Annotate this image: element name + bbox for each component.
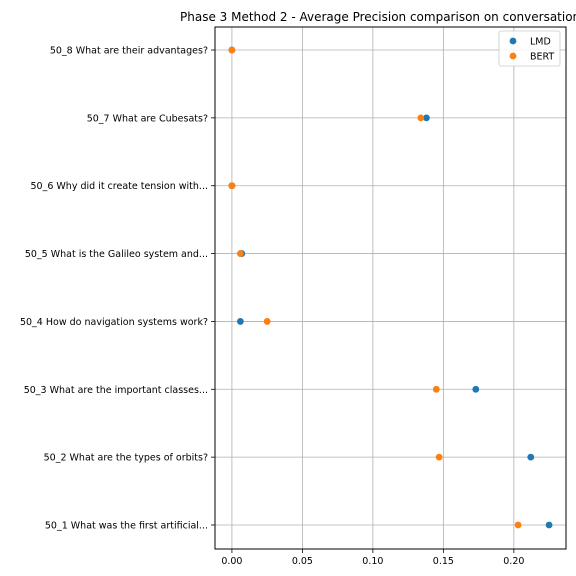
y-tick-label: 50_5 What is the Galileo system and... — [25, 249, 208, 260]
y-tick-label: 50_8 What are their advantages? — [50, 46, 208, 57]
x-tick-label: 0.00 — [221, 556, 242, 567]
point-lmd-3 — [472, 385, 480, 393]
point-bert-5 — [236, 250, 244, 257]
y-tick-label: 50_6 Why did it create tension with... — [31, 181, 209, 192]
point-bert-1 — [514, 521, 522, 529]
x-tick-label: 0.15 — [433, 556, 454, 567]
grid — [215, 27, 566, 549]
x-axis: 0.00 0.05 0.10 0.15 0.20 — [221, 549, 524, 567]
legend-marker-bert — [509, 52, 517, 60]
data-points — [228, 46, 553, 529]
point-lmd-4 — [236, 318, 244, 325]
y-tick-label: 50_1 What was the first artificial... — [45, 521, 208, 532]
y-tick-label: 50_2 What are the types of orbits? — [44, 453, 208, 464]
point-bert-3 — [432, 385, 440, 393]
legend-label-lmd: LMD — [530, 37, 551, 48]
x-tick-label: 0.10 — [362, 556, 383, 567]
x-tick-label: 0.20 — [503, 556, 524, 567]
y-tick-label: 50_4 How do navigation systems work? — [20, 317, 208, 328]
legend-marker-lmd — [509, 37, 517, 45]
legend-label-bert: BERT — [530, 52, 554, 63]
y-axis: 50_1 What was the first artificial... 50_… — [20, 46, 215, 532]
point-bert-2 — [435, 453, 443, 461]
y-tick-label: 50_3 What are the important classes... — [24, 385, 208, 396]
point-lmd-7 — [423, 114, 430, 122]
point-bert-6 — [228, 182, 236, 190]
point-lmd-2 — [527, 453, 535, 461]
point-bert-7 — [417, 114, 425, 122]
x-tick-label: 0.05 — [292, 556, 313, 567]
plot-area — [214, 26, 567, 550]
legend[interactable]: LMD BERT — [498, 30, 561, 67]
chart-title: Phase 3 Method 2 - Average Precision com… — [180, 10, 576, 24]
point-bert-8 — [228, 46, 236, 54]
point-lmd-1 — [545, 521, 553, 529]
y-tick-label: 50_7 What are Cubesats? — [87, 113, 208, 124]
point-bert-4 — [263, 318, 271, 325]
